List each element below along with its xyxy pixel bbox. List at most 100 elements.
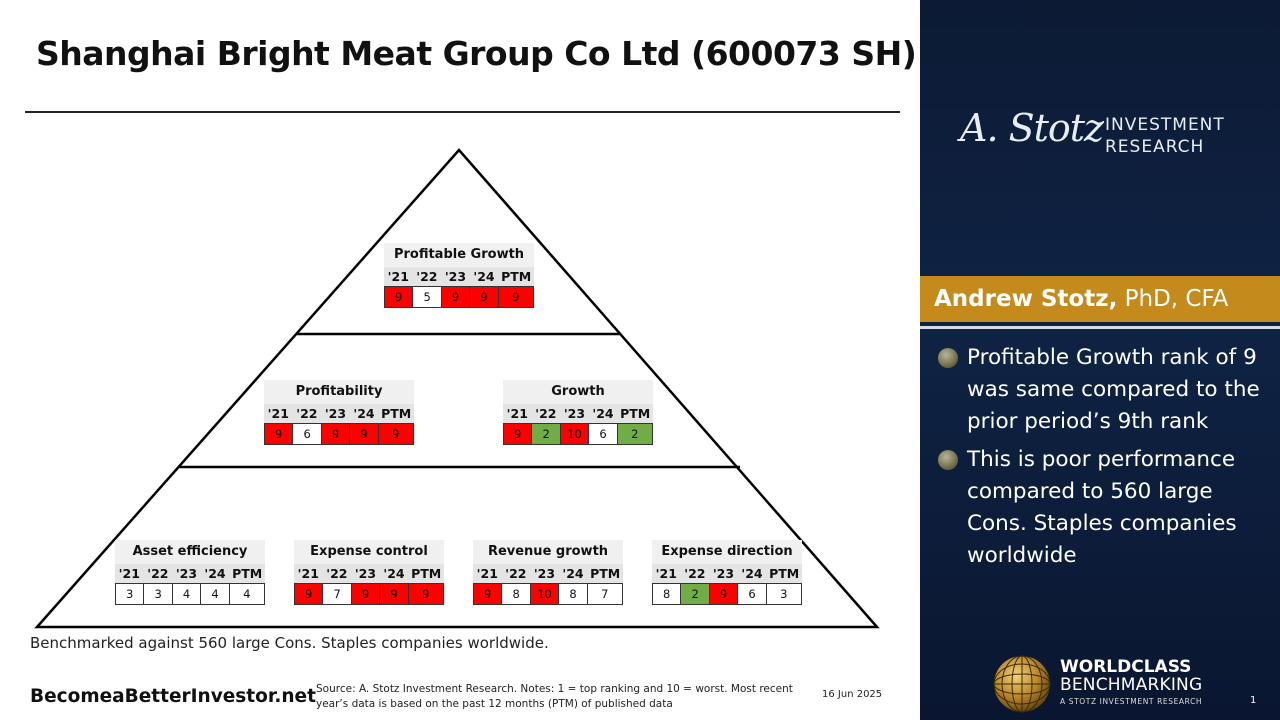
rank-value-cell: 5 [412, 287, 441, 307]
year-header-row: '21 '22 '23 '24 PTM [384, 267, 534, 286]
logo-text-research: RESEARCH [1105, 137, 1205, 157]
year-header-cell: '22 [296, 406, 318, 421]
metric-box-profitability: Profitability '21'22'23'24 PTM 9 6 9 9 9 [264, 380, 414, 445]
rank-value-cell: 4 [171, 584, 201, 604]
year-header-row: '21 '22 '23 '24 PTM [294, 564, 444, 583]
rank-value-cell: 8 [558, 584, 587, 604]
year-header-row: '21 '22 '23 '24 PTM [264, 404, 414, 423]
logo-text-investment: INVESTMENT [1105, 115, 1225, 135]
year-header-cell: PTM [590, 566, 621, 581]
page-number: 1 [1250, 695, 1257, 706]
rank-value-cell: 9 [440, 287, 470, 307]
year-header-cell: '22 [416, 269, 438, 284]
year-header-cell: '23 [175, 566, 198, 581]
slide-main-area: Shanghai Bright Meat Group Co Ltd (60007… [25, 34, 917, 710]
year-header-cell: '21 [267, 406, 289, 421]
metric-box-title: Growth [503, 380, 653, 404]
bullet-icon [938, 348, 958, 368]
year-header-cell: PTM [620, 406, 651, 421]
footer-date: 16 Jun 2025 [822, 689, 883, 700]
year-header-row: '21 '22 '23 '24 PTM [473, 564, 623, 583]
rank-value-cell: 9 [497, 287, 533, 307]
rank-value-cell: 9 [320, 424, 350, 444]
slide-title: Shanghai Bright Meat Group Co Ltd (60007… [36, 34, 917, 73]
rank-value-cell: 9 [474, 584, 502, 604]
footer-source-note: Source: A. Stotz Investment Research. No… [316, 683, 793, 710]
year-header-cell: '24 [383, 566, 405, 581]
rank-value-cell: 2 [531, 424, 560, 444]
metric-box-profitable-growth: Profitable Growth '21 '22 '23 '24 PTM 9 5 9 9 9 [384, 243, 534, 308]
rank-value-row: 9 8 10 8 7 [473, 583, 623, 605]
rank-value-cell: 7 [586, 584, 622, 604]
year-header-cell: '24 [353, 406, 375, 421]
year-header-cell: '23 [563, 406, 586, 421]
commentary-item: Profitable Growth rank of 9 was same com… [938, 342, 1274, 438]
rank-value-cell: 10 [529, 584, 559, 604]
wcb-logo-line3: A STOTZ INVESTMENT RESEARCH [1060, 697, 1203, 706]
rank-value-cell: 9 [379, 584, 408, 604]
year-header-cell: '21 [476, 566, 498, 581]
year-header-cell: '23 [354, 566, 377, 581]
year-header-cell: '24 [473, 269, 495, 284]
author-divider [920, 326, 1280, 329]
rank-value-cell: 9 [407, 584, 443, 604]
rank-value-cell: 9 [504, 424, 532, 444]
metric-box-title: Expense control [294, 540, 444, 564]
year-header-cell: PTM [501, 269, 532, 284]
rank-value-cell: 3 [116, 584, 144, 604]
rank-value-cell: 9 [350, 584, 380, 604]
commentary-list: Profitable Growth rank of 9 was same com… [938, 342, 1274, 578]
year-header-cell: '24 [741, 566, 763, 581]
wcb-logo-line1: WORLDCLASS [1060, 657, 1192, 677]
rank-value-cell: 10 [559, 424, 589, 444]
year-header-cell: '23 [533, 566, 556, 581]
rank-value-cell: 6 [737, 584, 766, 604]
year-header-cell: '22 [147, 566, 169, 581]
globe-icon [993, 655, 1051, 713]
year-header-cell: '21 [506, 406, 528, 421]
year-header-cell: '21 [297, 566, 319, 581]
year-header-cell: '21 [118, 566, 140, 581]
rank-value-cell: 4 [228, 584, 264, 604]
year-header-cell: PTM [411, 566, 442, 581]
year-header-cell: '21 [655, 566, 677, 581]
rank-value-cell: 8 [653, 584, 681, 604]
rank-value-cell: 7 [322, 584, 351, 604]
commentary-text: Profitable Growth rank of 9 was same com… [967, 345, 1260, 434]
year-header-cell: '22 [684, 566, 706, 581]
stotz-logo-script: A. Stotz [960, 106, 1104, 150]
pyramid-diagram [34, 148, 880, 629]
year-header-row: '21 '22 '23 '24 PTM [503, 404, 653, 423]
year-header-row: '21 '22 '23 '24 PTM [652, 564, 802, 583]
rank-value-cell: 9 [708, 584, 738, 604]
year-header-cell: '23 [444, 269, 467, 284]
metric-box-expense-control: Expense control '21 '22 '23 '24 PTM 9 7 9 9 9 [294, 540, 444, 605]
pyramid-outline [34, 148, 880, 629]
rank-value-cell: 3 [143, 584, 172, 604]
rank-value-cell: 6 [588, 424, 617, 444]
metric-box-title: Asset efficiency [115, 540, 265, 564]
footer-website: BecomeaBetterInvestor.net [30, 686, 316, 707]
title-divider [25, 111, 900, 113]
author-credentials: PhD, CFA [1117, 286, 1229, 312]
year-header-cell: '22 [326, 566, 348, 581]
rank-value-cell: 9 [469, 287, 498, 307]
sidebar-panel: A. Stotz INVESTMENT RESEARCH Andrew Stot… [920, 0, 1280, 720]
metric-box-asset-efficiency: Asset efficiency '21'22'23'24 PTM 3 3 4 4 4 [115, 540, 265, 605]
year-header-cell: '24 [592, 406, 614, 421]
year-header-cell: PTM [381, 406, 412, 421]
year-header-row: '21 '22 '23 '24 PTM [115, 564, 265, 583]
commentary-item: This is poor performance compared to 560… [938, 444, 1274, 572]
rank-value-cell: 9 [265, 424, 293, 444]
bullet-icon [938, 450, 958, 470]
rank-value-cell: 8 [501, 584, 530, 604]
metric-box-title: Profitable Growth [384, 243, 534, 267]
year-header-cell: '21 [387, 269, 409, 284]
metric-box-title: Expense direction [652, 540, 802, 564]
rank-value-cell: 2 [616, 424, 652, 444]
year-header-cell: '23 [324, 406, 347, 421]
